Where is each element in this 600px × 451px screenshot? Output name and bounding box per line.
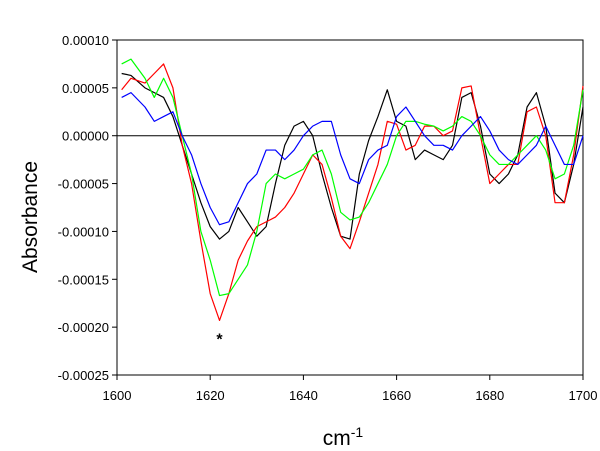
- plot-area: [116, 39, 584, 376]
- y-tick-label: -0.00015: [58, 272, 109, 287]
- x-tick-label: 1640: [289, 388, 318, 403]
- y-tick-label: -0.00025: [58, 368, 109, 383]
- x-tick-label: 1700: [569, 388, 598, 403]
- x-tick-label: 1680: [475, 388, 504, 403]
- y-tick-label: -0.00020: [58, 320, 109, 335]
- series-group: [121, 58, 584, 322]
- y-axis-title: Absorbance: [19, 161, 42, 273]
- y-tick-label: 0.00000: [62, 129, 109, 144]
- x-tick-label: 1620: [196, 388, 225, 403]
- x-axis-title: cm-1: [323, 424, 364, 450]
- y-tick-label: -0.00005: [58, 177, 109, 192]
- x-axis-ticks: 1600 1620 1640 1660 1680 1700: [103, 375, 598, 403]
- plot-frame: [116, 39, 584, 376]
- y-axis-ticks: -0.00025 -0.00020 -0.00015 -0.00010 -0.00005…: [58, 33, 117, 383]
- series-line-1: [121, 72, 584, 240]
- x-tick-label: 1660: [382, 388, 411, 403]
- series-line-4: [121, 92, 584, 226]
- series-line-2: [121, 63, 584, 322]
- y-tick-label: 0.00005: [62, 81, 109, 96]
- asterisk-annotation: *: [216, 332, 223, 349]
- y-tick-label: -0.00010: [58, 224, 109, 239]
- series-line-3: [121, 58, 584, 297]
- x-axis-title-superscript: -1: [351, 424, 364, 440]
- annotations: *: [216, 332, 223, 349]
- y-tick-label: 0.00010: [62, 33, 109, 48]
- x-axis-title-main: cm: [323, 427, 351, 450]
- x-tick-label: 1600: [103, 388, 132, 403]
